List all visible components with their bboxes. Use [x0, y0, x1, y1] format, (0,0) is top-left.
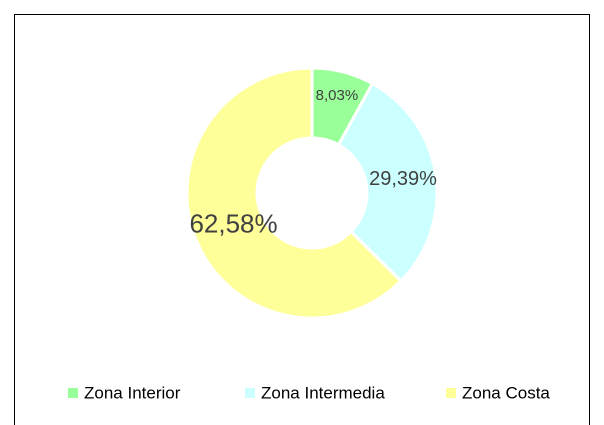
legend-swatch	[245, 388, 255, 398]
legend-swatch	[68, 388, 78, 398]
data-label: 29,39%	[369, 168, 437, 190]
donut-segment	[336, 81, 439, 284]
legend-label: Zona Costa	[462, 383, 550, 402]
legend-label: Zona Interior	[84, 383, 181, 402]
data-label: 62,58%	[189, 209, 277, 239]
legend-swatch	[446, 388, 456, 398]
data-label: 8,03%	[316, 87, 359, 104]
legend-label: Zona Intermedia	[261, 383, 385, 402]
donut-segment	[185, 66, 403, 320]
